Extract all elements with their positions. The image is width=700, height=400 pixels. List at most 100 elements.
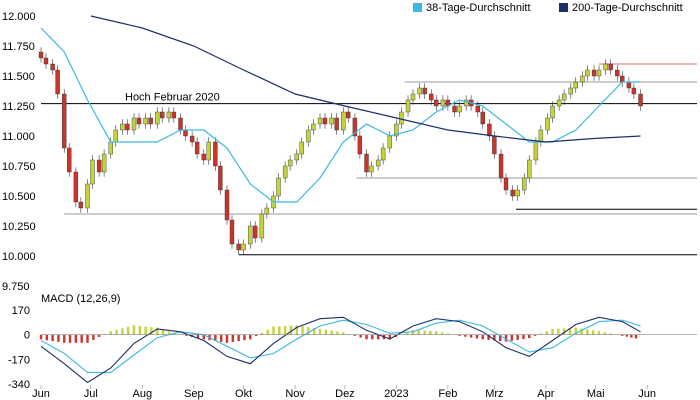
candle-body bbox=[253, 225, 258, 239]
candle-body bbox=[294, 153, 299, 161]
price-y-tick-label: 12.000 bbox=[2, 11, 36, 23]
candle-body bbox=[259, 213, 265, 239]
macd-histogram-bar bbox=[109, 331, 112, 335]
candle-body bbox=[136, 117, 142, 125]
macd-histogram-bar bbox=[301, 326, 304, 335]
macd-histogram-bar bbox=[446, 333, 450, 335]
macd-histogram-bar bbox=[254, 334, 258, 337]
macd-histogram-bar bbox=[522, 334, 525, 340]
candle-body bbox=[527, 159, 532, 179]
candle-body bbox=[591, 69, 597, 77]
candle-body bbox=[334, 117, 339, 131]
candle-body bbox=[282, 165, 288, 179]
candle-body bbox=[96, 159, 102, 173]
macd-histogram-bar bbox=[493, 334, 496, 341]
macd-histogram-bar bbox=[324, 329, 328, 335]
legend: 38-Tage-Durchschnitt 200-Tage-Durchschnit… bbox=[413, 2, 683, 14]
macd-histogram-bar bbox=[562, 328, 566, 335]
x-tick-label: 2023 bbox=[384, 388, 408, 400]
macd-histogram-bar bbox=[481, 334, 484, 340]
macd-histogram-bar bbox=[417, 330, 421, 335]
candle-body bbox=[375, 159, 381, 167]
macd-histogram-bar bbox=[266, 329, 269, 335]
macd-histogram-bar bbox=[557, 328, 560, 335]
macd-histogram-bar bbox=[592, 330, 595, 335]
macd-histogram-bar bbox=[74, 334, 78, 343]
candle-body bbox=[596, 69, 602, 77]
macd-histogram-bar bbox=[243, 334, 246, 341]
candle-body bbox=[131, 117, 137, 131]
candle-body bbox=[538, 129, 544, 143]
candle-body bbox=[369, 165, 374, 173]
macd-histogram-bar bbox=[533, 334, 537, 336]
macd-title: MACD (12,26,9) bbox=[41, 293, 120, 305]
price-y-tick-label: 10.500 bbox=[2, 191, 36, 203]
macd-histogram-bar bbox=[144, 326, 147, 335]
price-y-tick-label: 11.250 bbox=[2, 101, 35, 113]
x-tick-label: Jun bbox=[32, 388, 50, 400]
macd-histogram-bar bbox=[597, 331, 601, 335]
macd-histogram-bar bbox=[86, 334, 89, 343]
macd-histogram-bar bbox=[278, 326, 281, 335]
candle-body bbox=[561, 93, 567, 101]
macd-histogram-bar bbox=[499, 334, 502, 342]
macd-signal-line bbox=[40, 319, 641, 373]
candle-body bbox=[452, 105, 457, 113]
candle-body bbox=[206, 141, 211, 161]
macd-histogram-bar bbox=[609, 333, 612, 335]
candle-body bbox=[615, 69, 620, 77]
macd-histogram-bar bbox=[115, 329, 118, 335]
candle-body bbox=[38, 51, 44, 59]
candle-body bbox=[585, 69, 590, 77]
macd-histogram-bar bbox=[371, 334, 374, 340]
macd-histogram-bar bbox=[295, 325, 298, 335]
candle-body bbox=[317, 117, 323, 125]
macd-histogram-bar bbox=[634, 334, 638, 339]
macd-histogram-bar bbox=[126, 326, 130, 335]
macd-histogram-bar bbox=[458, 334, 461, 336]
candle-body bbox=[218, 165, 223, 191]
candle-body bbox=[440, 99, 446, 107]
candle-body bbox=[224, 189, 230, 221]
x-tick-label: Jun bbox=[638, 388, 656, 400]
legend-label: 200-Tage-Durchschnitt bbox=[572, 2, 683, 14]
candle-body bbox=[143, 117, 148, 125]
candle-body bbox=[480, 111, 485, 125]
candle-body bbox=[346, 111, 351, 119]
candle-body bbox=[545, 117, 550, 131]
candle-body bbox=[399, 111, 404, 125]
candle-body bbox=[306, 129, 311, 143]
macd-histogram-bar bbox=[359, 334, 362, 338]
macd-histogram-bar bbox=[307, 327, 310, 335]
candle-body bbox=[573, 81, 578, 89]
candle-body bbox=[160, 111, 165, 119]
macd-histogram-bar bbox=[625, 334, 629, 337]
macd-histogram-bar bbox=[312, 327, 316, 335]
macd-histogram-bar bbox=[92, 334, 95, 340]
candle-body bbox=[405, 99, 411, 113]
candle-body bbox=[276, 177, 281, 197]
candle-body bbox=[171, 111, 177, 119]
candle-body bbox=[580, 75, 585, 83]
candle-body bbox=[556, 99, 562, 107]
macd-histogram-bar bbox=[353, 334, 357, 336]
candle-body bbox=[120, 123, 125, 131]
price-candles bbox=[38, 47, 643, 255]
legend-label: 38-Tage-Durchschnitt bbox=[426, 2, 531, 14]
candle-body bbox=[73, 171, 79, 203]
macd-histogram-bar bbox=[435, 331, 438, 335]
candle-body bbox=[550, 105, 555, 119]
macd-histogram bbox=[39, 325, 638, 343]
macd-histogram-bar bbox=[475, 334, 479, 339]
x-tick-label: Nov bbox=[285, 388, 305, 400]
macd-histogram-bar bbox=[138, 325, 142, 335]
price-y-tick-label: 11.750 bbox=[2, 41, 35, 53]
macd-histogram-bar bbox=[516, 334, 519, 340]
candle-body bbox=[515, 189, 520, 197]
candle-body bbox=[357, 135, 363, 155]
candle-body bbox=[166, 111, 172, 119]
price-y-tick-label: 11.500 bbox=[2, 71, 35, 83]
macd-histogram-bar bbox=[318, 328, 322, 335]
x-tick-label: Apr bbox=[537, 388, 554, 400]
